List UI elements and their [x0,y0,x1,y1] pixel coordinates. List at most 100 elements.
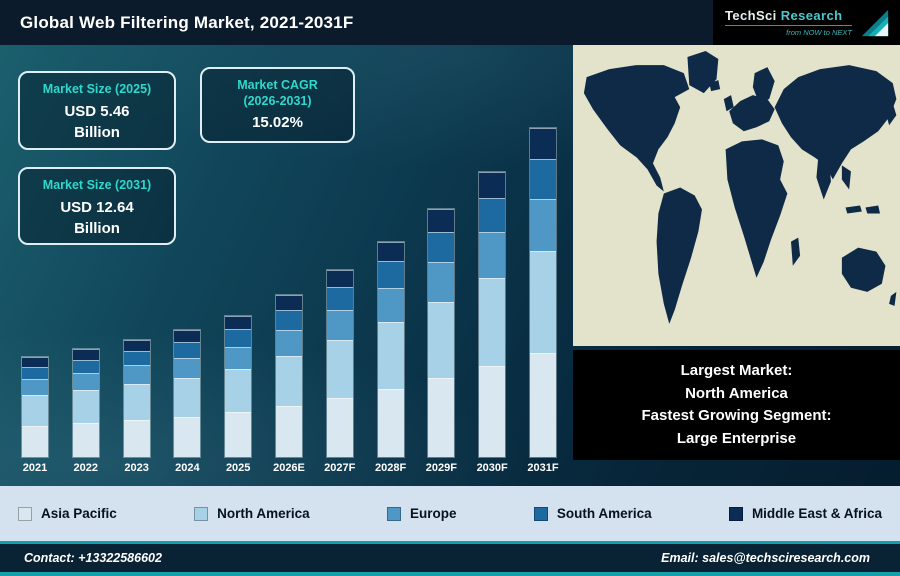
stat-value: 15.02% [252,114,303,132]
bar-segment-middle-east-africa [174,329,201,342]
x-axis-label: 2027F [324,462,356,474]
bar-column-2027f: 2027F [319,117,361,480]
bar-segment-europe [479,232,506,279]
bar-segment-south-america [275,310,302,330]
bar-segment-europe [275,329,302,356]
footer: Contact: +13322586602 Email: sales@techs… [0,541,900,576]
fastest-segment-value: Large Enterprise [676,429,797,447]
footer-contact: Contact: +13322586602 [24,551,162,565]
bar-segment-europe [377,287,404,323]
world-map [573,45,900,346]
chart-area: Market Size (2025) USD 5.46 Billion Mark… [0,45,900,486]
bar-segment-middle-east-africa [225,316,252,330]
stat-value-unit: Billion [74,219,120,237]
legend-item-south-america: South America [533,506,652,521]
bar-stack [71,348,100,458]
stat-box-market-size-2025: Market Size (2025) USD 5.46 Billion [18,71,176,150]
bar-segment-europe [174,357,201,379]
bar-segment-middle-east-africa [72,349,99,360]
bar-segment-middle-east-africa [479,171,506,198]
bar-segment-north-america [22,395,48,426]
legend-swatch [18,506,32,521]
bar-segment-middle-east-africa [326,270,353,288]
bar-segment-europe [225,346,252,370]
market-info-box: Largest Market: North America Fastest Gr… [573,350,900,460]
legend-swatch [728,506,743,521]
logo-text: TechSci Research from NOW to NEXT [725,8,852,37]
bar-segment-north-america [479,278,506,367]
bar-segment-south-america [225,329,252,347]
logo-brand-research: Research [780,8,843,23]
largest-market-label: Largest Market: [680,362,793,379]
bar-column-2021: 2021 [14,117,56,480]
bar-segment-north-america [326,340,353,398]
bar-segment-asia-pacific [428,378,455,457]
bar-segment-south-america [123,350,150,366]
header: Global Web Filtering Market, 2021-2031F … [0,0,900,45]
bar-segment-south-america [377,261,404,288]
bar-stack [528,127,557,458]
stat-box-market-size-2031: Market Size (2031) USD 12.64 Billion [18,167,176,245]
arrow-icon [861,9,889,36]
bar-stack [21,356,49,458]
x-axis-label: 2021 [22,462,48,474]
stat-box-market-cagr: Market CAGR (2026-2031) 15.02% [200,67,355,143]
largest-market-value: North America [685,384,788,402]
bar-segment-middle-east-africa [428,209,455,232]
bar-segment-north-america [123,384,150,421]
legend: Asia Pacific North America Europe South Ame… [0,486,900,541]
bar-segment-europe [22,378,48,396]
x-axis-label: 2030F [476,462,508,474]
bar-segment-north-america [275,355,302,406]
bar-column-2026e: 2026E [268,117,310,480]
bar-segment-south-america [428,231,455,263]
logo-brand-techsci: TechSci [725,8,777,23]
bar-segment-asia-pacific [22,425,48,457]
bar-stack [274,293,303,458]
bar-segment-south-america [22,366,48,379]
bar-stack [173,328,202,458]
bar-column-2022: 2022 [65,117,107,480]
bar-column-2025: 2025 [217,117,259,480]
bar-segment-middle-east-africa [123,340,150,351]
bar-segment-asia-pacific [123,420,150,457]
stat-value-unit: Billion [74,123,120,141]
stat-title: Market CAGR [237,78,318,92]
bar-column-2023: 2023 [116,117,158,480]
bar-column-2030f: 2030F [471,117,513,480]
stat-title-sub: (2026-2031) [243,93,312,108]
bar-segment-asia-pacific [225,412,252,457]
bar-segment-north-america [428,301,455,379]
bar-segment-north-america [174,378,201,417]
bar-segment-middle-east-africa [529,128,556,159]
bar-segment-south-america [72,359,99,373]
page-title: Global Web Filtering Market, 2021-2031F [20,12,354,32]
bar-segment-south-america [479,197,506,233]
stat-value: USD 12.64 [60,198,134,216]
bar-chart: 2021 2022 2023 2024 2025 2026E 2027F 2028F 2029F… [6,117,572,480]
legend-label: Middle East & Africa [751,506,882,521]
bar-segment-north-america [72,390,99,424]
legend-swatch [533,506,548,521]
legend-label: North America [217,506,310,521]
fastest-segment-label: Fastest Growing Segment: [641,407,832,424]
bar-segment-europe [428,262,455,302]
stat-title: Market Size (2025) [42,82,152,96]
bar-column-2028f: 2028F [370,117,412,480]
bar-stack [122,339,151,458]
logo-tagline: from NOW to NEXT [725,25,852,37]
legend-swatch [386,506,401,521]
x-axis-label: 2026E [273,462,305,474]
legend-item-middle-east-africa: Middle East & Africa [728,506,882,521]
x-axis-label: 2024 [175,462,200,474]
bar-segment-asia-pacific [275,405,302,457]
bar-stack [478,170,507,458]
bar-stack [325,269,354,458]
bar-segment-south-america [529,158,556,199]
bar-segment-asia-pacific [529,352,556,457]
bar-segment-middle-east-africa [22,356,48,367]
bar-segment-europe [529,198,556,252]
bar-segment-asia-pacific [377,388,404,457]
bar-segment-middle-east-africa [377,241,404,262]
x-axis-label: 2022 [73,462,99,474]
